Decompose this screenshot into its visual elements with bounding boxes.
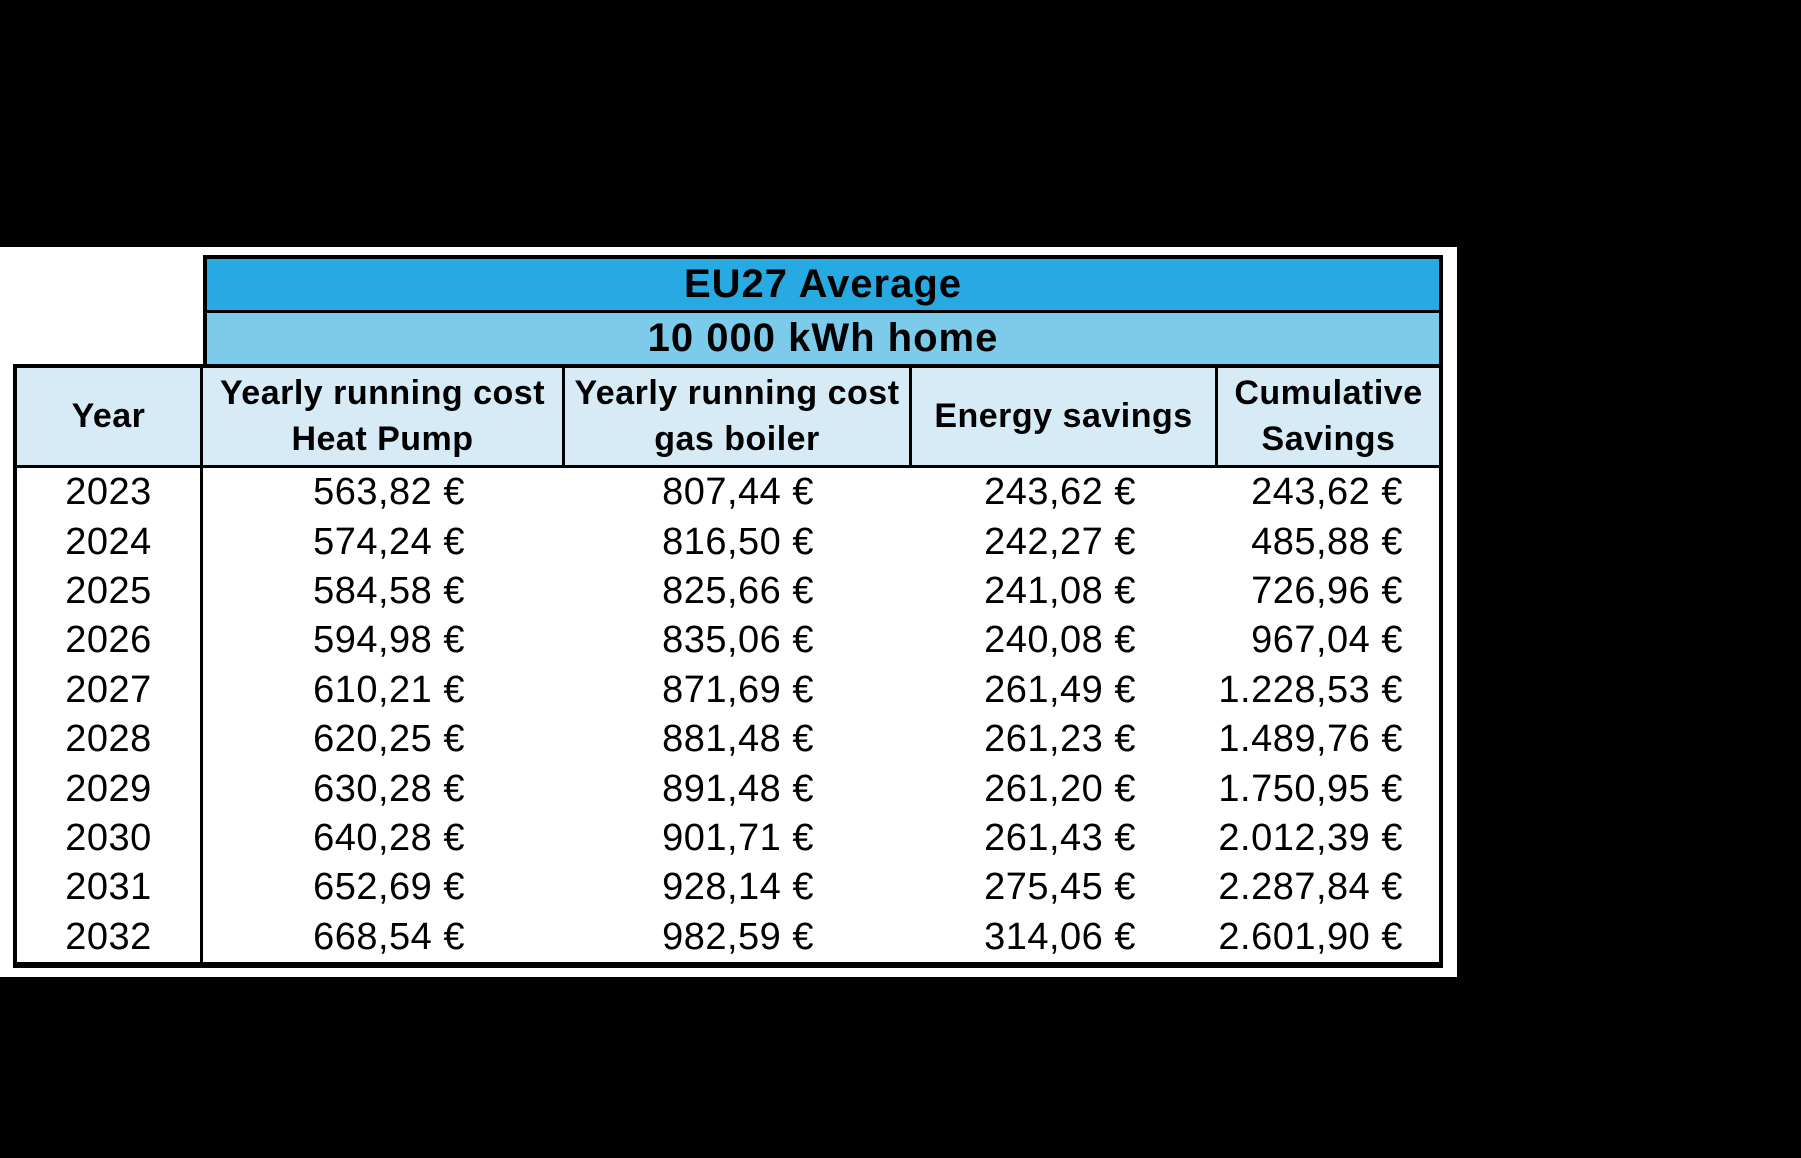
heat-pump-cost-cell: 610,21 €	[203, 665, 565, 715]
table-row: 2027 610,21 €871,69 €261,49 €1.228,53 €	[17, 665, 1439, 715]
table-title-band: EU27 Average 10 000 kWh home	[203, 255, 1443, 364]
table-subtitle: 10 000 kWh home	[647, 316, 999, 360]
heat-pump-cost-cell: 620,25 €	[203, 714, 565, 765]
gas-boiler-cost-cell: 881,48 €	[565, 714, 912, 765]
cumulative-savings-cell: 1.489,76 €	[1218, 714, 1439, 765]
year-cell: 2030	[17, 813, 203, 864]
year-cell: 2029	[17, 764, 203, 814]
heat-pump-cost-cell: 584,58 €	[203, 566, 565, 617]
table-row: 2024 574,24 €816,50 €242,27 €485,88 €	[17, 517, 1439, 567]
column-header-year: Year	[17, 368, 203, 465]
energy-savings-cell: 261,43 €	[912, 813, 1218, 864]
energy-savings-cell: 261,20 €	[912, 764, 1218, 814]
year-cell: 2023	[17, 468, 203, 518]
energy-savings-cell: 275,45 €	[912, 863, 1218, 913]
energy-savings-cell: 261,23 €	[912, 714, 1218, 765]
column-header-gas-boiler-cost: Yearly running cost gas boiler	[565, 368, 912, 465]
cumulative-savings-cell: 2.287,84 €	[1218, 863, 1439, 913]
year-cell: 2025	[17, 566, 203, 617]
gas-boiler-cost-cell: 901,71 €	[565, 813, 912, 864]
gas-boiler-cost-cell: 928,14 €	[565, 863, 912, 913]
gas-boiler-cost-cell: 807,44 €	[565, 468, 912, 518]
year-cell: 2031	[17, 863, 203, 913]
energy-savings-cell: 314,06 €	[912, 912, 1218, 962]
heat-pump-cost-cell: 652,69 €	[203, 863, 565, 913]
gas-boiler-cost-cell: 891,48 €	[565, 764, 912, 814]
data-table: Year Yearly running cost Heat Pump Yearly …	[13, 364, 1443, 968]
table-body: 2023 563,82 €807,44 €243,62 €243,62 €2024…	[17, 468, 1439, 962]
cumulative-savings-cell: 967,04 €	[1218, 616, 1439, 666]
cumulative-savings-cell: 1.228,53 €	[1218, 665, 1439, 715]
year-cell: 2027	[17, 665, 203, 715]
table-row: 2031 652,69 €928,14 €275,45 €2.287,84 €	[17, 863, 1439, 913]
cumulative-savings-cell: 2.012,39 €	[1218, 813, 1439, 864]
heat-pump-cost-cell: 668,54 €	[203, 912, 565, 962]
energy-savings-cell: 261,49 €	[912, 665, 1218, 715]
cumulative-savings-cell: 726,96 €	[1218, 566, 1439, 617]
heat-pump-cost-cell: 594,98 €	[203, 616, 565, 666]
gas-boiler-cost-cell: 816,50 €	[565, 517, 912, 567]
heat-pump-cost-cell: 630,28 €	[203, 764, 565, 814]
year-cell: 2024	[17, 517, 203, 567]
column-header-heat-pump-cost: Yearly running cost Heat Pump	[203, 368, 565, 465]
column-header-energy-savings: Energy savings	[912, 368, 1218, 465]
header-row: Year Yearly running cost Heat Pump Yearly …	[17, 368, 1439, 468]
cumulative-savings-cell: 2.601,90 €	[1218, 912, 1439, 962]
column-header-cumulative-savings: Cumulative Savings	[1234, 373, 1423, 458]
cumulative-savings-cell: 1.750,95 €	[1218, 764, 1439, 814]
table-row: 2028 620,25 €881,48 €261,23 €1.489,76 €	[17, 714, 1439, 765]
table-row: 2030 640,28 €901,71 €261,43 €2.012,39 €	[17, 813, 1439, 864]
energy-savings-cell: 240,08 €	[912, 616, 1218, 666]
year-cell: 2026	[17, 616, 203, 666]
year-cell: 2032	[17, 912, 203, 962]
year-cell: 2028	[17, 714, 203, 765]
table-row: 2023 563,82 €807,44 €243,62 €243,62 €	[17, 468, 1439, 518]
table-row: 2025 584,58 €825,66 €241,08 €726,96 €	[17, 566, 1439, 617]
table-row: 2029 630,28 €891,48 €261,20 €1.750,95 €	[17, 764, 1439, 814]
table-row: 2032 668,54 €982,59 €314,06 €2.601,90 €	[17, 912, 1439, 962]
table-row: 2026 594,98 €835,06 €240,08 €967,04 €	[17, 616, 1439, 666]
content-area: EU27 Average 10 000 kWh home Year Yearly …	[0, 247, 1457, 977]
gas-boiler-cost-cell: 871,69 €	[565, 665, 912, 715]
heat-pump-cost-cell: 574,24 €	[203, 517, 565, 567]
table-subtitle-row: 10 000 kWh home	[207, 313, 1439, 364]
gas-boiler-cost-cell: 825,66 €	[565, 566, 912, 617]
cumulative-savings-cell: 485,88 €	[1218, 517, 1439, 567]
energy-savings-cell: 242,27 €	[912, 517, 1218, 567]
energy-savings-cell: 243,62 €	[912, 468, 1218, 518]
heat-pump-cost-cell: 563,82 €	[203, 468, 565, 518]
energy-savings-cell: 241,08 €	[912, 566, 1218, 617]
table-title: EU27 Average	[683, 262, 963, 306]
cumulative-savings-cell: 243,62 €	[1218, 468, 1439, 518]
table-title-row: EU27 Average	[207, 259, 1439, 313]
gas-boiler-cost-cell: 835,06 €	[565, 616, 912, 666]
heat-pump-cost-cell: 640,28 €	[203, 813, 565, 864]
gas-boiler-cost-cell: 982,59 €	[565, 912, 912, 962]
